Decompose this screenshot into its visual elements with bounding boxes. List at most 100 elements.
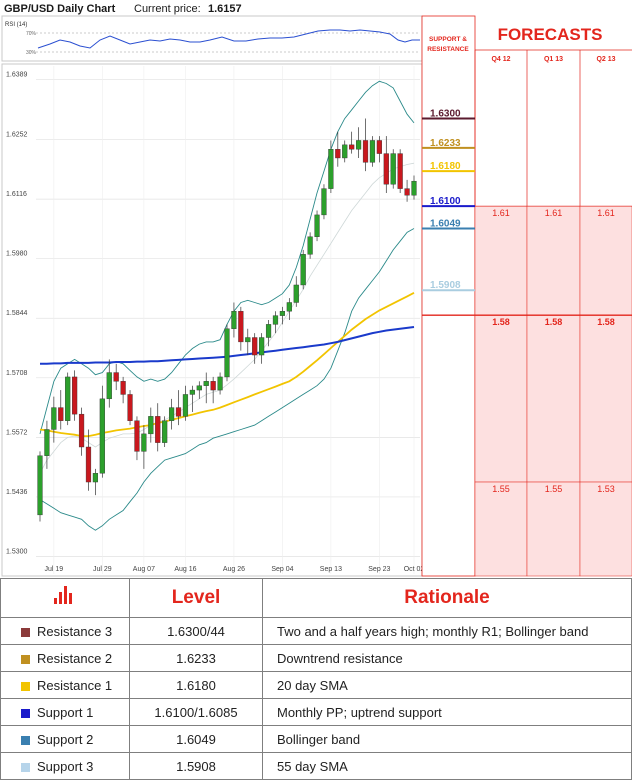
candle-body [65,376,71,421]
forecast-column-header: Q2 13 [596,56,615,63]
forecast-panel: SUPPORT & RESISTANCE FORECASTS Q4 12 Q1 13… [421,15,632,577]
level-value: 1.6100/1.6085 [129,698,263,726]
current-price-label: Current price: [134,3,201,15]
candle-body [286,302,292,312]
candle-body [113,372,119,382]
candle-body [279,311,286,316]
candle-body [383,153,389,185]
candle-body [148,416,154,435]
candle-body [99,398,105,474]
level-color-swatch [21,735,30,745]
level-name-cell: Support 2 [0,725,130,753]
candle-body [106,372,112,400]
candle-body [252,337,258,356]
candle-body [307,236,313,255]
candle-body [411,180,417,196]
candle-body [58,407,64,421]
y-tick-label: 1.5844 [6,310,28,317]
forecasts-title: FORECASTS [498,25,603,44]
level-value: 1.6049 [129,725,263,753]
candle-body [314,214,320,237]
candle-body [259,337,265,356]
level-name: Resistance 2 [37,650,113,666]
forecast-column-header: Q4 12 [491,56,510,63]
candle-body [189,389,195,395]
level-name-cell: Resistance 3 [0,617,130,645]
y-tick-label: 1.5708 [6,370,28,377]
candle-body [217,376,223,391]
level-rationale: 55 day SMA [262,752,632,780]
rsi-label: RSI (14) [5,22,27,28]
candle-body [134,420,140,452]
candle-body [265,324,272,338]
price-chart: GBP/USD Daily Chart Current price: 1.615… [1,3,632,577]
forecast-band [526,205,581,316]
candle-body [44,429,50,456]
table-row: Support 2 1.6049 Bollinger band [0,725,632,753]
level-name: Support 1 [37,704,94,720]
candle-body [78,413,85,448]
sr-level-label: 1.6180 [430,161,461,172]
candle-body [238,311,244,343]
forecast-value: 1.58 [545,317,563,327]
bar-chart-icon [54,586,76,604]
x-tick-label: Oct 02 [404,566,425,573]
candle-body [404,188,410,196]
level-color-swatch [21,654,30,664]
level-value: 1.5908 [129,752,263,780]
sr-level-label: 1.6233 [430,138,461,149]
level-rationale: Bollinger band [262,725,632,753]
candle-body [85,446,92,483]
table-row: Resistance 2 1.6233 Downtrend resistance [0,644,632,672]
level-name-cell: Support 3 [0,752,130,780]
level-color-swatch [21,708,30,718]
candle-body [376,140,382,154]
x-tick-label: Sep 04 [271,566,293,573]
candle-body [245,337,251,343]
level-name: Support 3 [37,758,94,774]
candle-body [141,433,147,452]
candle-body [72,376,78,415]
forecast-band [579,314,632,483]
level-rationale: 20 day SMA [262,671,632,699]
forecast-value: 1.55 [492,484,510,494]
forecast-value: 1.61 [492,208,510,218]
level-name-cell: Resistance 1 [0,671,130,699]
table-row: Support 1 1.6100/1.6085 Monthly PP; uptren… [0,698,632,726]
forecast-band [579,205,632,316]
x-tick-label: Aug 16 [174,566,196,573]
level-name: Resistance 3 [37,623,113,639]
level-name: Support 2 [37,731,94,747]
candle-body [210,381,216,391]
candle-body [92,473,99,483]
y-tick-label: 1.5436 [6,489,28,496]
y-tick-label: 1.6116 [6,191,27,198]
candle-body [362,140,369,163]
y-tick-label: 1.6252 [6,132,28,139]
candle-body [182,394,189,417]
forecast-band [474,314,528,483]
candle-body [300,254,306,286]
forecast-column-header: Q1 13 [544,56,563,63]
rationale-column-header: Rationale [262,578,632,618]
x-tick-label: Aug 07 [133,566,155,573]
forecast-value: 1.58 [597,317,615,327]
rsi-line [37,29,420,49]
rsi-tick-70: 70% [26,31,37,37]
level-name: Resistance 1 [37,677,113,693]
table-row: Resistance 3 1.6300/44 Two and a half year… [0,617,632,645]
candle-body [196,385,202,391]
candle-body [168,407,175,421]
levels-table: Level Rationale Resistance 3 1.6300/44 Two… [0,578,632,780]
candle-body [397,153,403,189]
candle-body [127,394,133,421]
candle-body [369,140,376,163]
forecast-value: 1.61 [597,208,615,218]
current-price-value: 1.6157 [208,3,242,15]
candle-body [355,140,362,150]
candle-body [155,416,161,443]
candle-body [175,407,182,417]
sr-header: SUPPORT & RESISTANCE [427,36,469,53]
forecast-band [526,314,581,483]
levels-header-icon-cell [0,578,130,618]
